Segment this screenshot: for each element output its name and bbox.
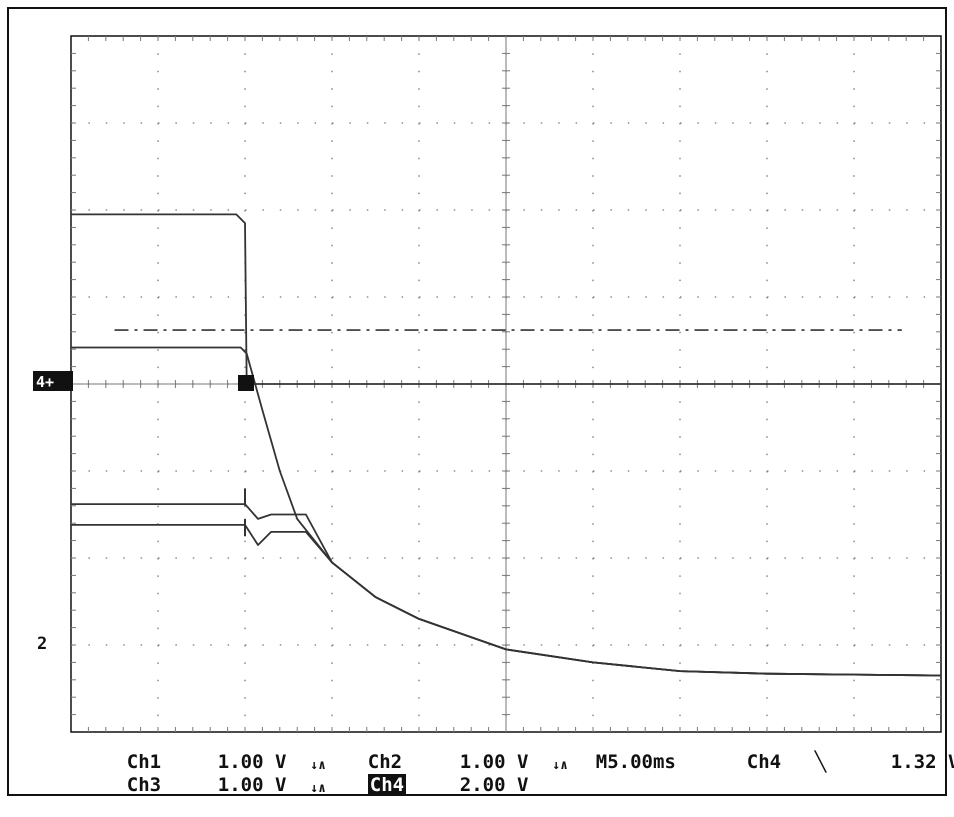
trigger-slope-icon: ╲ xyxy=(814,751,827,773)
ch1-scale: 1.00 V xyxy=(217,751,287,773)
ch2-label: Ch2 xyxy=(367,751,403,773)
ch3-coupling-icon: ↓∧ xyxy=(310,781,326,796)
ch3-label-wrap: Ch3 xyxy=(81,757,161,814)
trigger-channel: Ch4 xyxy=(746,751,782,773)
ch2-scale: 1.00 V xyxy=(459,751,529,773)
ch2-scale-wrap: 1.00 V xyxy=(414,734,529,791)
ch1-label: Ch1 xyxy=(126,751,162,773)
ch4-ground-marker: 4+ xyxy=(36,373,54,391)
ch4-label: Ch4 xyxy=(367,774,407,796)
ch4-scale-wrap: 2.00 V xyxy=(414,757,529,814)
trace-ch2 xyxy=(71,524,942,677)
trace-ch1 xyxy=(71,213,941,385)
ch4-label-wrap: Ch4 xyxy=(322,757,407,814)
ch1-coupling-icon: ↓∧ xyxy=(310,758,326,773)
ch2-label-wrap: Ch2 xyxy=(322,734,402,791)
ch3-label: Ch3 xyxy=(126,774,162,796)
trigger-level: 1.32 V xyxy=(890,751,954,773)
ch4-ground-marker-box xyxy=(33,371,73,391)
oscilloscope-plot: 4+ 2 xyxy=(33,35,942,733)
ch3-scale-wrap: 1.00 V xyxy=(172,757,287,814)
waveform-traces xyxy=(71,213,942,677)
timebase-wrap: M5.00ms xyxy=(550,734,676,791)
ch4-scale: 2.00 V xyxy=(459,774,529,796)
ch1-scale-wrap: 1.00 V xyxy=(172,734,287,791)
channel-markers: 4+ 2 xyxy=(33,371,73,654)
ch2-coupling-icon: ↓∧ xyxy=(552,758,568,773)
ch3-scale: 1.00 V xyxy=(217,774,287,796)
ch2-ground-marker: 2 xyxy=(37,634,47,654)
trigger-point-marker xyxy=(238,375,254,391)
timebase: M5.00ms xyxy=(595,751,676,773)
oscilloscope-screen: 4+ 2 Ch1 1.00 V ↓∧ Ch2 1.00 V ↓∧ M5.00ms… xyxy=(7,7,954,796)
trigger-level-wrap: 1.32 V xyxy=(845,734,954,791)
trigger-channel-wrap: Ch4 xyxy=(701,734,781,791)
readout-row-1: Ch1 xyxy=(81,734,161,791)
